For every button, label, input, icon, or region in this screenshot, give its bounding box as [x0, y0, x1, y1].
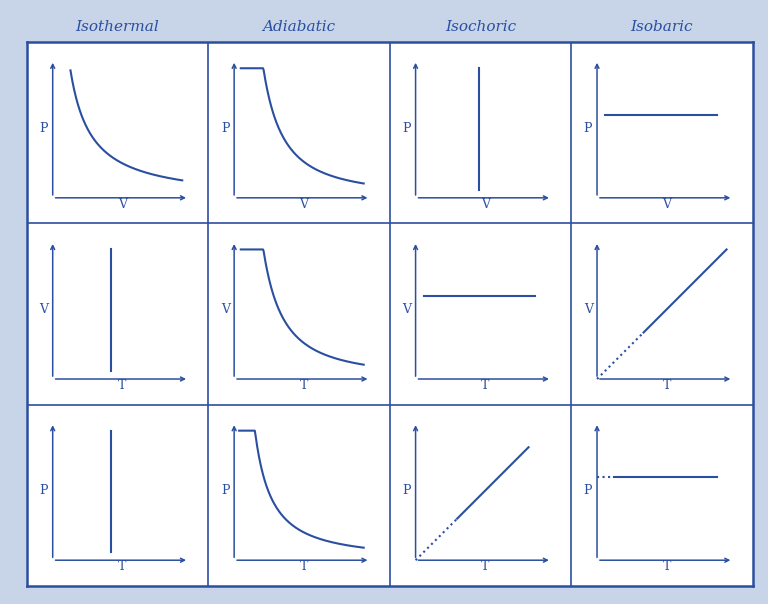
Text: P: P [39, 121, 48, 135]
Text: V: V [662, 198, 671, 211]
Text: T: T [118, 379, 127, 393]
Text: P: P [39, 484, 48, 497]
Text: V: V [300, 198, 309, 211]
Text: T: T [481, 561, 489, 574]
Text: P: P [402, 484, 411, 497]
Text: V: V [118, 198, 127, 211]
Text: P: P [584, 484, 592, 497]
Text: P: P [584, 121, 592, 135]
Text: V: V [221, 303, 230, 316]
Text: T: T [481, 379, 489, 393]
Text: P: P [402, 121, 411, 135]
Text: V: V [481, 198, 490, 211]
Text: Adiabatic: Adiabatic [263, 20, 336, 34]
Text: P: P [221, 121, 230, 135]
Text: T: T [663, 379, 671, 393]
Text: V: V [584, 303, 593, 316]
Text: V: V [402, 303, 412, 316]
Text: Isobaric: Isobaric [631, 20, 694, 34]
Text: T: T [118, 561, 127, 574]
Text: P: P [221, 484, 230, 497]
Text: Isothermal: Isothermal [76, 20, 160, 34]
Text: Isochoric: Isochoric [445, 20, 516, 34]
Text: T: T [663, 561, 671, 574]
Text: V: V [39, 303, 48, 316]
Text: T: T [300, 379, 308, 393]
Text: T: T [300, 561, 308, 574]
